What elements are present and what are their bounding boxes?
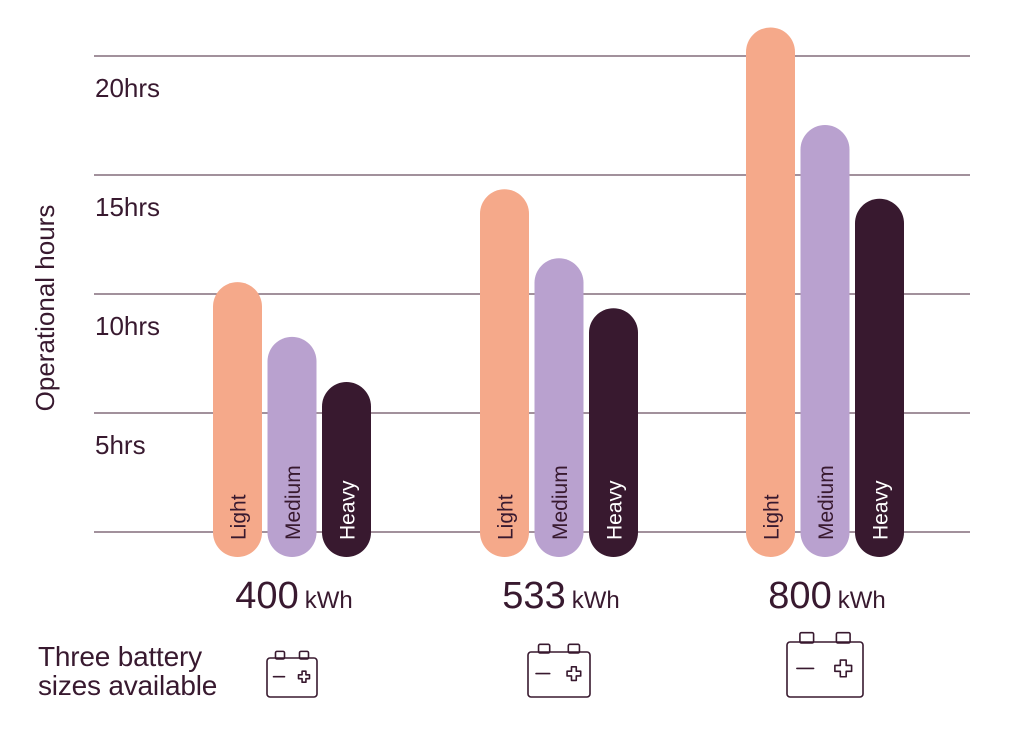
battery-icon [266,650,318,698]
category-unit: kWh [305,587,353,614]
footnote-line-1: Three battery [38,641,202,672]
bar-label-light: Light [228,494,251,540]
y-tick-label: 10hrs [95,311,160,341]
bar-medium [534,258,584,557]
battery-icons [266,631,864,698]
bar-medium [800,125,850,558]
bar-label-medium: Medium [815,465,838,540]
y-tick-label: 5hrs [95,430,146,460]
category-unit: kWh [838,587,886,614]
battery-icon [786,631,864,698]
category-unit: kWh [572,587,620,614]
battery-size-labels: 400 kWh 533 kWh 800 kWh [235,575,885,617]
bar-label-light: Light [495,494,518,540]
bar-label-light: Light [761,494,784,540]
bar-medium [267,336,317,557]
y-axis-tick-labels: 5hrs 10hrs 15hrs 20hrs [95,73,160,460]
bar-heavy [855,198,904,558]
footnote-text: Three battery sizes available [38,642,258,700]
category-value: 800 [768,575,831,617]
bar-label-heavy: Heavy [870,480,893,540]
category-label: 400 kWh [235,575,352,617]
bar-label-heavy: Heavy [604,480,627,540]
y-tick-label: 20hrs [95,73,160,103]
bar-light [746,27,795,557]
bars: Light Medium Heavy Light Medium Heavy Light Med… [213,27,904,558]
footnote-line-2: sizes available [38,670,218,701]
category-label: 800 kWh [768,575,885,617]
category-value: 400 [235,575,298,617]
bar-light [213,282,262,557]
category-value: 533 [502,575,565,617]
y-axis-label: Operational hours [30,205,60,412]
category-label: 533 kWh [502,575,619,617]
bar-label-medium: Medium [282,465,305,540]
bar-label-medium: Medium [549,465,572,540]
bar-light [480,189,529,557]
bar-heavy [322,382,371,557]
bar-label-heavy: Heavy [337,480,360,540]
y-tick-label: 15hrs [95,192,160,222]
bar-heavy [589,308,638,557]
battery-icon [527,643,591,698]
